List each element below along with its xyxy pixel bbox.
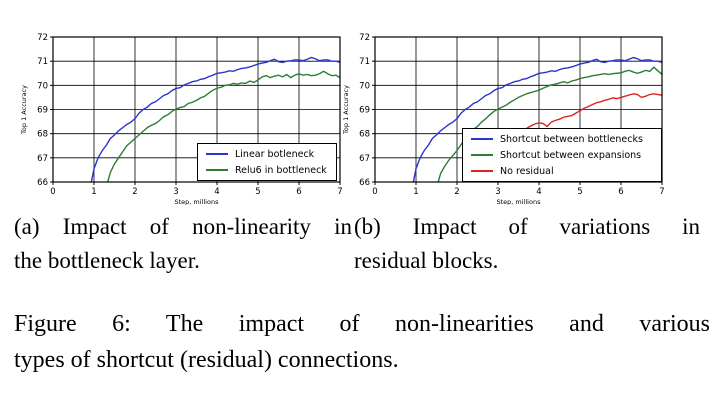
y-tick-label: 67 bbox=[359, 154, 370, 164]
x-tick-label: 7 bbox=[337, 187, 342, 197]
x-axis-label: Step, millions bbox=[497, 198, 542, 205]
legend-line-swatch bbox=[206, 153, 228, 155]
x-tick-label: 5 bbox=[255, 187, 260, 197]
y-axis-label: Top 1 Accuracy bbox=[342, 85, 350, 135]
subcaption-b: (b) Impact of variations in residual blo… bbox=[354, 210, 700, 278]
legend-entry: Shortcut between expansions bbox=[466, 147, 658, 163]
legend-label: No residual bbox=[500, 165, 554, 177]
series-line bbox=[90, 56, 340, 182]
figure-caption-line1: Figure 6: The impact of non-linearities … bbox=[14, 311, 710, 337]
legend: Linear botleneck Relu6 in bottleneck bbox=[197, 143, 337, 181]
x-axis-label: Step, millions bbox=[175, 198, 220, 205]
x-tick-label: 5 bbox=[577, 187, 582, 197]
subcaption-b-line1: (b) Impact of variations in bbox=[354, 214, 700, 239]
legend-entry: Shortcut between bottlenecks bbox=[466, 131, 658, 147]
legend-entry: Linear botleneck bbox=[201, 146, 333, 162]
x-tick-label: 1 bbox=[91, 187, 96, 197]
y-tick-label: 68 bbox=[37, 130, 48, 140]
x-tick-label: 2 bbox=[454, 187, 459, 197]
subcaption-a-line2: the bottleneck layer. bbox=[14, 248, 200, 273]
x-tick-label: 0 bbox=[50, 187, 55, 197]
legend: Shortcut between bottlenecks Shortcut bet… bbox=[462, 128, 662, 182]
y-axis-label: Top 1 Accuracy bbox=[20, 85, 28, 135]
legend-label: Relu6 in bottleneck bbox=[235, 164, 327, 176]
legend-label: Shortcut between bottlenecks bbox=[500, 133, 643, 145]
y-tick-label: 67 bbox=[37, 154, 48, 164]
legend-entry: No residual bbox=[466, 163, 658, 179]
subcaption-b-line2: residual blocks. bbox=[354, 248, 499, 273]
chart-b-residual-variants: 0 1 2 3 4 5 6 7 66 67 68 69 70 71 72 Step, millions Top … bbox=[337, 8, 682, 206]
x-tick-label: 1 bbox=[413, 187, 418, 197]
series-line bbox=[106, 70, 340, 182]
y-tick-label: 66 bbox=[359, 178, 370, 188]
legend-entry: Relu6 in bottleneck bbox=[201, 162, 333, 178]
y-tick-label: 70 bbox=[37, 81, 48, 91]
subcaption-a-line1: (a) Impact of non-linearity in bbox=[14, 214, 352, 239]
legend-label: Shortcut between expansions bbox=[500, 149, 642, 161]
x-tick-label: 3 bbox=[173, 187, 178, 197]
y-tick-label: 71 bbox=[359, 57, 370, 67]
x-tick-label: 4 bbox=[214, 187, 219, 197]
x-tick-label: 0 bbox=[372, 187, 377, 197]
x-tick-label: 3 bbox=[495, 187, 500, 197]
figure-caption-line2: types of shortcut (residual) connections… bbox=[14, 347, 399, 373]
y-tick-label: 72 bbox=[359, 33, 370, 43]
y-tick-label: 68 bbox=[359, 130, 370, 140]
y-tick-label: 69 bbox=[359, 106, 370, 116]
legend-line-swatch bbox=[471, 138, 493, 140]
y-tick-label: 69 bbox=[37, 106, 48, 116]
x-tick-label: 6 bbox=[618, 187, 623, 197]
x-tick-label: 6 bbox=[296, 187, 301, 197]
x-tick-label: 7 bbox=[659, 187, 664, 197]
legend-line-swatch bbox=[471, 154, 493, 156]
subcaption-a: (a) Impact of non-linearity in the bottl… bbox=[14, 210, 352, 278]
y-tick-label: 66 bbox=[37, 178, 48, 188]
legend-label: Linear botleneck bbox=[235, 148, 315, 160]
x-tick-label: 4 bbox=[536, 187, 541, 197]
y-tick-label: 72 bbox=[37, 33, 48, 43]
y-tick-label: 71 bbox=[37, 57, 48, 67]
legend-line-swatch bbox=[471, 170, 493, 172]
x-tick-label: 2 bbox=[132, 187, 137, 197]
chart-a-nonlinearity: 0 1 2 3 4 5 6 7 66 67 68 69 70 71 72 Step, millions Top … bbox=[15, 8, 360, 206]
legend-line-swatch bbox=[206, 169, 228, 171]
series-line bbox=[412, 56, 662, 182]
figure-caption: Figure 6: The impact of non-linearities … bbox=[14, 306, 710, 378]
y-tick-label: 70 bbox=[359, 81, 370, 91]
